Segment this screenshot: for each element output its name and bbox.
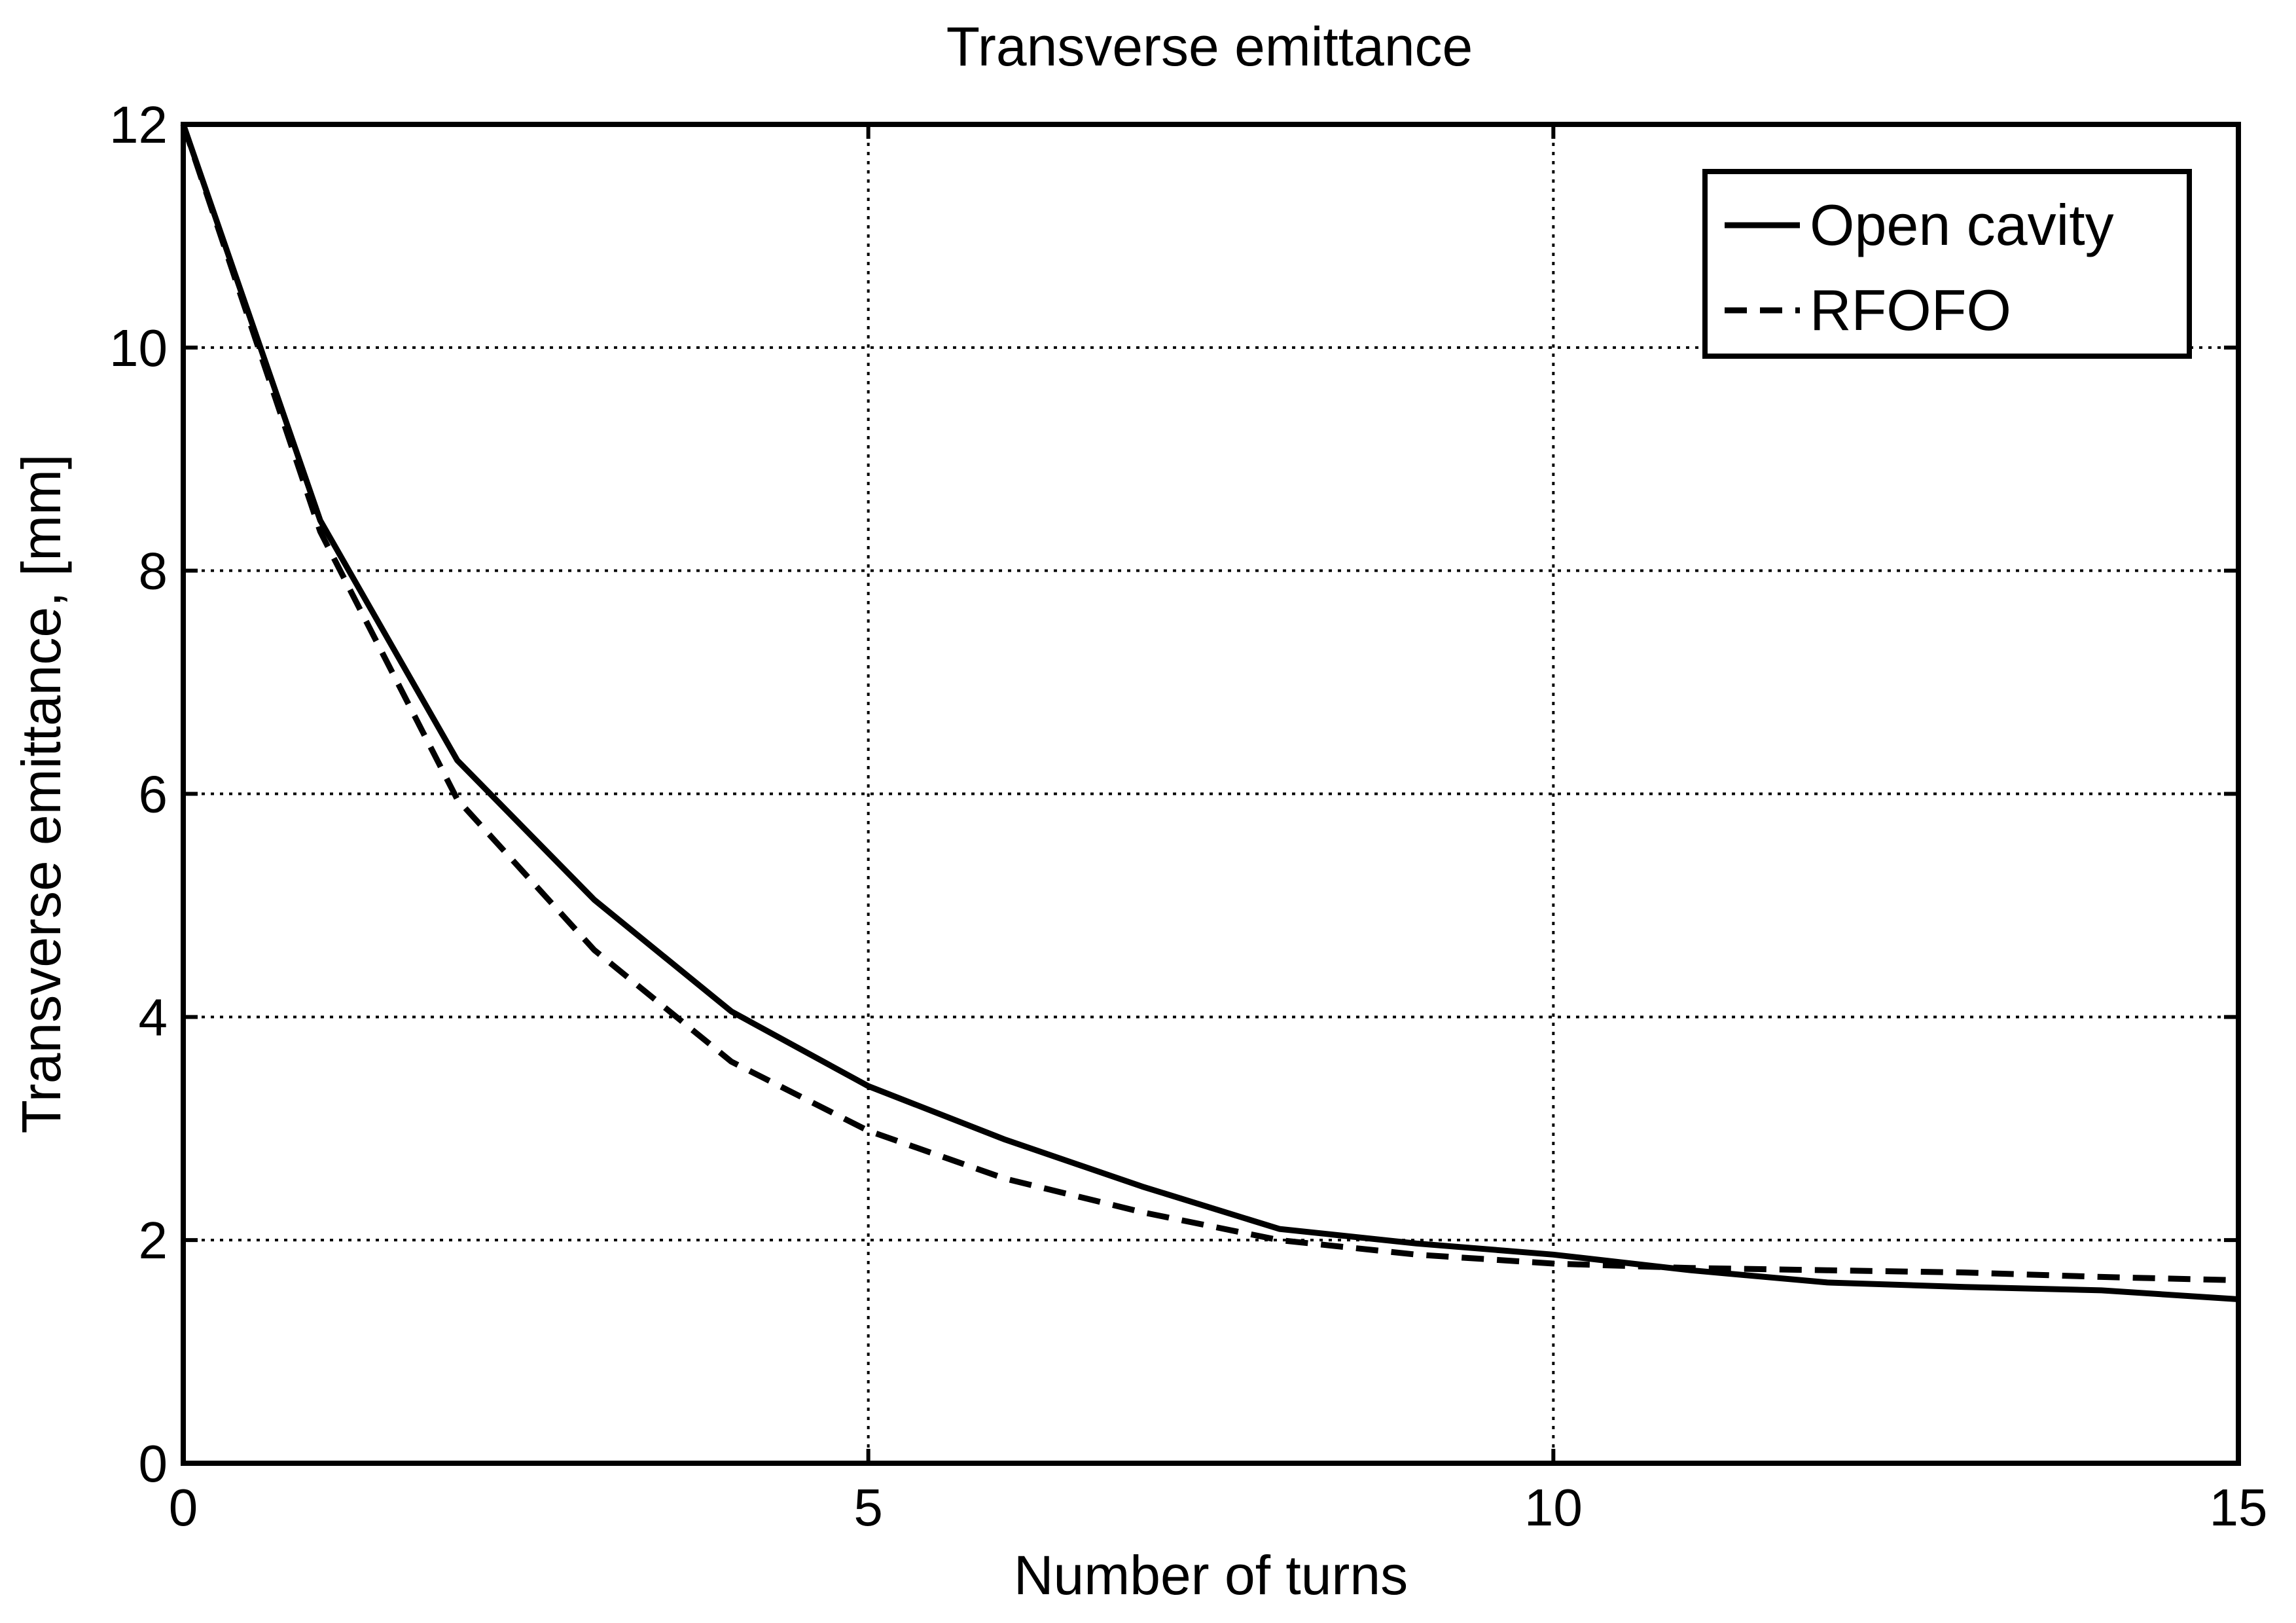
y-axis-title: Transverse emittance, [mm] [10, 454, 72, 1134]
legend-box [1702, 169, 2192, 359]
x-axis-title: Number of turns [1014, 1544, 1408, 1606]
y-tick-label: 2 [139, 1211, 168, 1269]
legend-label: RFOFO [1810, 278, 2011, 342]
y-tick-label: 4 [139, 988, 168, 1046]
y-tick-label: 12 [109, 96, 168, 154]
y-tick-label: 8 [139, 542, 168, 600]
grid [183, 124, 2238, 1463]
legend-label: Open cavity [1810, 192, 2114, 257]
x-tick-label: 0 [169, 1478, 198, 1537]
legend: Open cavity RFOFO [1702, 169, 2192, 359]
x-tick-label: 5 [853, 1478, 883, 1537]
chart-title: Transverse emittance [946, 16, 1473, 77]
ticks: 0 5 10 15 0 2 4 6 8 10 12 [109, 96, 2267, 1537]
y-tick-label: 6 [139, 765, 168, 824]
series-group [180, 123, 2239, 1302]
series-line-1 [180, 123, 2239, 1302]
x-tick-label: 10 [1524, 1478, 1583, 1537]
x-tick-label: 15 [2210, 1478, 2268, 1537]
y-tick-label: 10 [109, 319, 168, 377]
y-tick-label: 0 [139, 1434, 168, 1493]
series-line-2 [180, 123, 2239, 1283]
